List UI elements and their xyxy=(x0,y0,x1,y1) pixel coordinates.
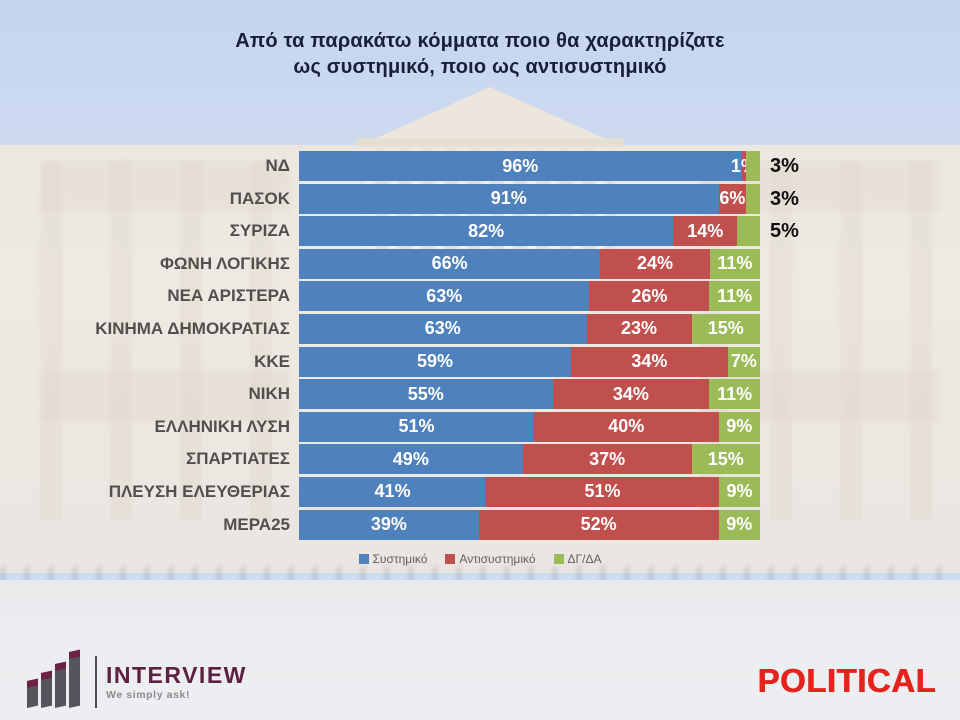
bar-track: 51% 40% 9% xyxy=(299,411,760,442)
bar-segment: 7% xyxy=(727,346,760,377)
party-label: ΠΛΕΥΣΗ ΕΛΕΥΘΕΡΙΑΣ xyxy=(108,481,290,501)
bar-segment: 11% xyxy=(709,281,760,312)
chart-row: ΣΥΡΙΖΑ 82% 14% 5% xyxy=(0,216,900,247)
party-label: ΚΚΕ xyxy=(254,351,290,371)
bar-segment: 49% xyxy=(299,444,523,475)
bar-segment: 15% xyxy=(691,313,760,344)
bar-segment: 9% xyxy=(718,411,760,442)
party-label: ΝΙΚΗ xyxy=(248,384,290,404)
chart-title: Από τα παρακάτω κόμματα ποιο θα χαρακτηρ… xyxy=(0,28,960,81)
chart-row: ΦΩΝΗ ΛΟΓΙΚΗΣ 66% 24% 11% xyxy=(0,248,900,279)
bar-segment: 26% xyxy=(589,281,710,312)
chart-row: ΝΙΚΗ 55% 34% 11% xyxy=(0,379,900,410)
bar-segment: 51% xyxy=(486,476,719,507)
outside-value-label: 3% xyxy=(770,187,799,210)
bar-segment: 55% xyxy=(299,379,553,410)
bar-segment: 91% xyxy=(299,183,719,214)
bar-segment: 82% xyxy=(299,216,674,247)
bar-segment: 9% xyxy=(718,509,760,540)
chart-row: ΠΑΣΟΚ 91% 6% 3% xyxy=(0,183,900,214)
legend-swatch-dkda-icon xyxy=(553,554,564,564)
bar-segment: 41% xyxy=(299,476,487,507)
political-wordmark: POLITICAL xyxy=(757,662,936,699)
chart-title-line2: ως συστημικό, ποιο ως αντισυστημικό xyxy=(293,56,667,79)
bar-track: 63% 26% 11% xyxy=(299,281,760,312)
chart-row: ΠΛΕΥΣΗ ΕΛΕΥΘΕΡΙΑΣ 41% 51% 9% xyxy=(0,476,900,507)
bar-segment: 59% xyxy=(299,346,571,377)
bar-track: 91% 6% xyxy=(299,183,760,214)
bar-track: 41% 51% 9% xyxy=(299,476,760,507)
bar-track: 59% 34% 7% xyxy=(299,346,760,377)
bar-segment: 39% xyxy=(299,509,479,540)
crowd-smudge xyxy=(0,566,960,586)
bar-segment: 11% xyxy=(709,379,760,410)
chart-row: ΕΛΛΗΝΙΚΗ ΛΥΣΗ 51% 40% 9% xyxy=(0,411,900,442)
bar-chart-icon xyxy=(26,649,86,708)
party-label: ΝΕΑ ΑΡΙΣΤΕΡΑ xyxy=(167,286,290,306)
bar-segment: 6% xyxy=(718,183,747,214)
party-label: ΠΑΣΟΚ xyxy=(229,188,290,208)
chart-title-line1: Από τα παρακάτω κόμματα ποιο θα χαρακτηρ… xyxy=(235,30,725,52)
bar-track: 82% 14% xyxy=(299,216,760,247)
chart-row: ΝΕΑ ΑΡΙΣΤΕΡΑ 63% 26% 11% xyxy=(0,281,900,312)
bar-segment: 14% xyxy=(673,216,738,247)
legend-label: ΔΓ/ΔΑ xyxy=(567,552,602,566)
legend-label: Αντισυστημικό xyxy=(459,552,536,566)
chart-row: ΝΔ 96% 1% 3% xyxy=(0,151,900,181)
legend-swatch-antisystemic-icon xyxy=(445,554,456,564)
bar-segment: 23% xyxy=(586,313,692,344)
bar-track: 49% 37% 15% xyxy=(299,444,760,475)
bar-segment: 66% xyxy=(299,248,601,279)
bar-segment xyxy=(737,216,760,247)
outside-value-label: 3% xyxy=(770,155,799,177)
parliament-pediment-base xyxy=(356,138,624,147)
chart-row: ΣΠΑΡΤΙΑΤΕΣ 49% 37% 15% xyxy=(0,444,900,475)
bar-segment: 52% xyxy=(478,509,719,540)
chart-row: ΚΚΕ 59% 34% 7% xyxy=(0,346,900,377)
bar-segment: 63% xyxy=(299,281,590,312)
interview-tagline: We simply ask! xyxy=(106,689,191,702)
party-label: ΣΥΡΙΖΑ xyxy=(229,221,290,241)
party-label: ΜΕΡΑ25 xyxy=(223,514,290,534)
chart-legend: Συστημικό Αντισυστημικό ΔΓ/ΔΑ xyxy=(0,552,960,566)
party-label: ΦΩΝΗ ΛΟΓΙΚΗΣ xyxy=(159,253,290,273)
bar-segment: 34% xyxy=(552,379,710,410)
bar-segment: 9% xyxy=(718,476,760,507)
bar-segment xyxy=(746,183,760,214)
interview-wordmark: INTERVIEW xyxy=(106,661,247,688)
party-label: ΝΔ xyxy=(265,156,291,175)
bar-segment: 24% xyxy=(600,248,710,279)
bar-track: 63% 23% 15% xyxy=(299,313,760,344)
bar-segment: 63% xyxy=(299,313,587,344)
legend-item-systemic: Συστημικό xyxy=(358,552,428,566)
bar-track: 96% 1% xyxy=(299,151,760,181)
bar-segment: 51% xyxy=(299,411,535,442)
legend-label: Συστημικό xyxy=(372,552,428,566)
bar-segment: 96% xyxy=(299,151,742,181)
bar-segment: 11% xyxy=(709,248,760,279)
logo-divider xyxy=(95,656,97,708)
stacked-bar-chart: ΝΔ 96% 1% 3% ΠΑΣΟΚ 91% 6% 3% ΣΥΡΙΖΑ 82% 14% 5% ΦΩΝΗ … xyxy=(0,151,900,542)
bar-track: 39% 52% 9% xyxy=(299,509,760,540)
party-label: ΕΛΛΗΝΙΚΗ ΛΥΣΗ xyxy=(154,416,290,436)
legend-swatch-systemic-icon xyxy=(358,554,369,564)
outside-value-label: 5% xyxy=(770,220,799,243)
bar-track: 55% 34% 11% xyxy=(299,379,760,410)
bar-segment xyxy=(746,151,760,181)
bar-segment: 15% xyxy=(691,444,760,475)
interview-logo: INTERVIEW We simply ask! xyxy=(26,649,247,708)
party-label: ΣΠΑΡΤΙΑΤΕΣ xyxy=(186,449,290,469)
legend-item-dkda: ΔΓ/ΔΑ xyxy=(553,552,602,566)
chart-row: ΚΙΝΗΜΑ ΔΗΜΟΚΡΑΤΙΑΣ 63% 23% 15% xyxy=(0,313,900,344)
party-label: ΚΙΝΗΜΑ ΔΗΜΟΚΡΑΤΙΑΣ xyxy=(95,318,290,338)
chart-row: ΜΕΡΑ25 39% 52% 9% xyxy=(0,509,900,540)
legend-item-antisystemic: Αντισυστημικό xyxy=(445,552,536,566)
bar-segment: 40% xyxy=(534,411,719,442)
parliament-pediment xyxy=(372,87,608,140)
bar-segment: 37% xyxy=(522,444,692,475)
bar-track: 66% 24% 11% xyxy=(299,248,760,279)
bar-segment: 34% xyxy=(570,346,728,377)
